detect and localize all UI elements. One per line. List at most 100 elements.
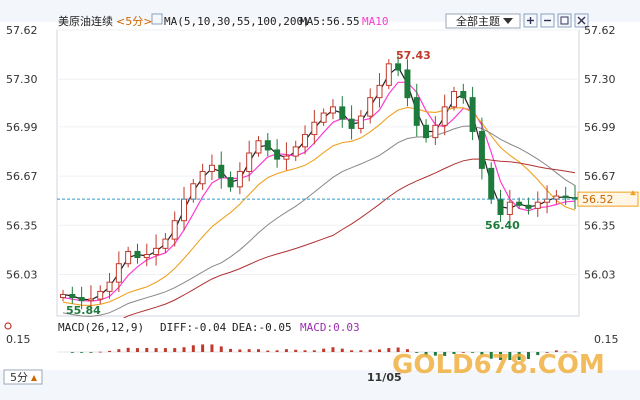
macd-bar	[387, 348, 391, 352]
ma55-line	[62, 125, 576, 317]
y-tick-label-right: 56.03	[584, 268, 616, 281]
ma30-line	[62, 106, 576, 307]
macd-bar	[284, 349, 288, 352]
ma-legend: MA(5,10,30,55,100,200)	[164, 15, 310, 28]
candle-body	[311, 121, 318, 136]
candle-body	[264, 140, 271, 151]
y-tick-label-right: 56.99	[584, 121, 616, 134]
macd-bar	[368, 349, 372, 352]
macd-bar	[117, 349, 121, 352]
macd-bar	[471, 352, 475, 353]
candle-body	[190, 183, 197, 200]
macd-bar	[266, 350, 270, 352]
candles	[60, 56, 578, 312]
macd-bar	[415, 352, 419, 353]
macd-bar	[275, 350, 279, 352]
period-button-label: 5分	[10, 371, 28, 384]
ma10-label: MA10	[362, 15, 389, 28]
candle-body	[516, 201, 523, 206]
last-price-tag	[577, 191, 639, 207]
low-annotation-left: 55.84	[66, 304, 101, 317]
candle-body	[302, 134, 309, 148]
candle-body	[385, 63, 392, 86]
candle-body	[348, 118, 355, 129]
macd-bar	[350, 350, 354, 352]
macd-bar	[405, 349, 409, 352]
candle-body	[404, 69, 411, 99]
candle-body	[208, 164, 215, 172]
candle-body	[357, 115, 364, 129]
macd-bar	[443, 352, 447, 356]
macd-label: MACD(26,12,9)	[58, 321, 144, 334]
period-label[interactable]: <5分>	[116, 15, 152, 28]
x-tick-label: 11/05	[367, 371, 402, 384]
candle-body	[423, 124, 430, 139]
candle-body	[153, 247, 160, 255]
macd-tick-right: 0.15	[594, 333, 619, 346]
macd-bar	[461, 352, 465, 353]
y-tick-label-right: 56.35	[584, 219, 616, 232]
candle-body	[339, 106, 346, 120]
macd-diff: DIFF:-0.04	[160, 321, 227, 334]
close-icon[interactable]	[574, 13, 589, 28]
candle-body	[255, 140, 262, 154]
macd-bar	[219, 346, 223, 352]
candle-body	[283, 155, 290, 160]
candle-body	[78, 297, 85, 302]
candle-body	[171, 220, 178, 240]
macd-bar	[70, 352, 74, 353]
candle-body	[553, 195, 560, 200]
candle-body	[134, 250, 141, 259]
settings-icon[interactable]	[4, 322, 12, 330]
ma-toggle-icon[interactable]	[151, 13, 163, 25]
candle-body	[106, 281, 113, 292]
crosshair-icon[interactable]	[557, 13, 572, 28]
candle-body	[181, 198, 188, 222]
macd-bar	[340, 348, 344, 352]
theme-dropdown[interactable]	[445, 13, 521, 29]
zoom-in-icon[interactable]	[523, 13, 538, 28]
candle-body	[125, 250, 132, 265]
macd-bar	[331, 347, 335, 352]
candle-body	[69, 293, 76, 299]
macd-bar	[480, 352, 484, 355]
macd-bar	[294, 349, 298, 352]
candle-body	[469, 97, 476, 132]
candle-body	[162, 238, 169, 249]
macd-bar	[210, 344, 214, 352]
macd-bar	[396, 347, 400, 352]
candle-body	[488, 167, 495, 200]
y-tick-label-left: 56.35	[6, 219, 38, 232]
candle-body	[227, 177, 234, 188]
macd-bar	[238, 349, 242, 352]
candle-body	[274, 149, 281, 160]
candle-body	[199, 170, 206, 185]
candle-body	[450, 91, 457, 108]
candle-body	[87, 298, 94, 302]
macd-value: MACD:0.03	[300, 321, 360, 334]
macd-bar	[145, 347, 149, 352]
candle-body	[534, 201, 541, 209]
macd-bar	[359, 350, 363, 352]
macd-bar	[536, 352, 540, 356]
candle-body	[218, 164, 225, 179]
instrument-name: 美原油连续	[58, 14, 113, 28]
y-tick-label-left: 57.30	[6, 73, 38, 86]
watermark: GOLD678.COM	[392, 350, 605, 380]
macd-bar	[247, 349, 251, 352]
macd-bar	[424, 352, 428, 356]
candle-body	[97, 290, 104, 300]
candle-body	[115, 263, 122, 283]
zoom-out-icon[interactable]	[540, 13, 555, 28]
macd-bar	[163, 348, 167, 352]
candle-body	[506, 201, 513, 216]
macd-bar	[229, 348, 233, 352]
candle-body	[562, 195, 569, 199]
candle-body	[432, 124, 439, 139]
chevron-down-icon	[503, 18, 513, 24]
macd-bar	[126, 347, 130, 352]
macd-histogram	[70, 344, 577, 360]
macd-bar	[303, 350, 307, 352]
macd-bar	[182, 347, 186, 352]
